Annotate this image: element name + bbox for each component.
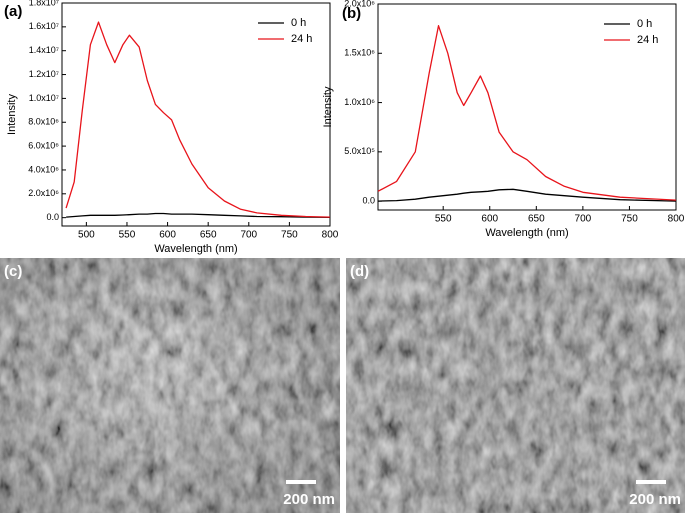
y-tick-label: 0.0 (46, 212, 59, 222)
sem-image-d: (d) 200 nm (346, 258, 685, 513)
panel-label: (c) (4, 263, 22, 280)
chart: 500 550 600 650 700 750 800 0.0 2.0x10⁶ 4.0x10⁶ 6.… (4, 0, 339, 255)
y-tick-label: 1.4x10⁷ (29, 45, 59, 55)
line-series (66, 212, 331, 218)
scale-bar (636, 480, 666, 484)
y-tick-label: 1.8x10⁷ (29, 0, 59, 7)
y-tick-label: 1.0x10⁶ (344, 97, 375, 107)
x-tick-label: 550 (435, 214, 452, 225)
plot-frame (377, 3, 677, 211)
x-tick-label: 550 (119, 230, 136, 241)
x-tick-label: 600 (159, 230, 176, 241)
y-tick-label: 1.5x10⁶ (344, 48, 375, 58)
x-tick-label: 650 (528, 214, 545, 225)
y-axis-label: Intensity (322, 86, 334, 127)
x-tick-label: 500 (78, 230, 95, 241)
y-tick-label: 1.0x10⁷ (29, 93, 59, 103)
x-tick-label: 600 (481, 214, 498, 225)
panel-label: (d) (350, 263, 369, 280)
x-tick-label: 700 (240, 230, 257, 241)
legend-label: 0 h (637, 18, 652, 30)
y-tick-label: 2.0x10⁶ (344, 0, 375, 8)
plot-frame (61, 2, 331, 227)
y-tick-label: 1.2x10⁷ (29, 69, 59, 79)
y-axis-label: Intensity (6, 94, 18, 135)
scale-bar-label: 200 nm (283, 491, 335, 508)
x-axis-label: Wavelength (nm) (154, 243, 237, 255)
line-series (65, 21, 331, 218)
scale-bar (286, 480, 316, 484)
x-tick-label: 800 (668, 214, 685, 225)
y-tick-label: 6.0x10⁶ (28, 140, 59, 150)
y-tick-label: 2.0x10⁶ (28, 188, 59, 198)
y-tick-label: 0.0 (362, 196, 375, 206)
legend-label: 0 h (291, 17, 306, 29)
y-tick-label: 1.6x10⁷ (29, 21, 59, 31)
legend-label: 24 h (637, 34, 658, 46)
line-series (377, 25, 677, 201)
legend-label: 24 h (291, 33, 312, 45)
y-tick-label: 4.0x10⁶ (28, 164, 59, 174)
x-tick-label: 750 (621, 214, 638, 225)
scale-bar-label: 200 nm (629, 491, 681, 508)
line-series (377, 188, 677, 202)
sem-image-c: (c) 200 nm (0, 258, 340, 513)
chart: 550 600 650 700 750 800 0.0 5.0x10⁵ 1.0x10⁶ 1.5x1… (322, 0, 685, 239)
y-tick-label: 5.0x10⁵ (344, 146, 375, 156)
y-tick-label: 8.0x10⁶ (28, 117, 59, 127)
x-tick-label: 650 (200, 230, 217, 241)
x-tick-label: 700 (575, 214, 592, 225)
x-axis-label: Wavelength (nm) (485, 227, 568, 239)
x-tick-label: 750 (281, 230, 298, 241)
x-tick-label: 800 (322, 230, 339, 241)
panel-label: (b) (342, 5, 361, 22)
panel-label: (a) (4, 3, 22, 20)
